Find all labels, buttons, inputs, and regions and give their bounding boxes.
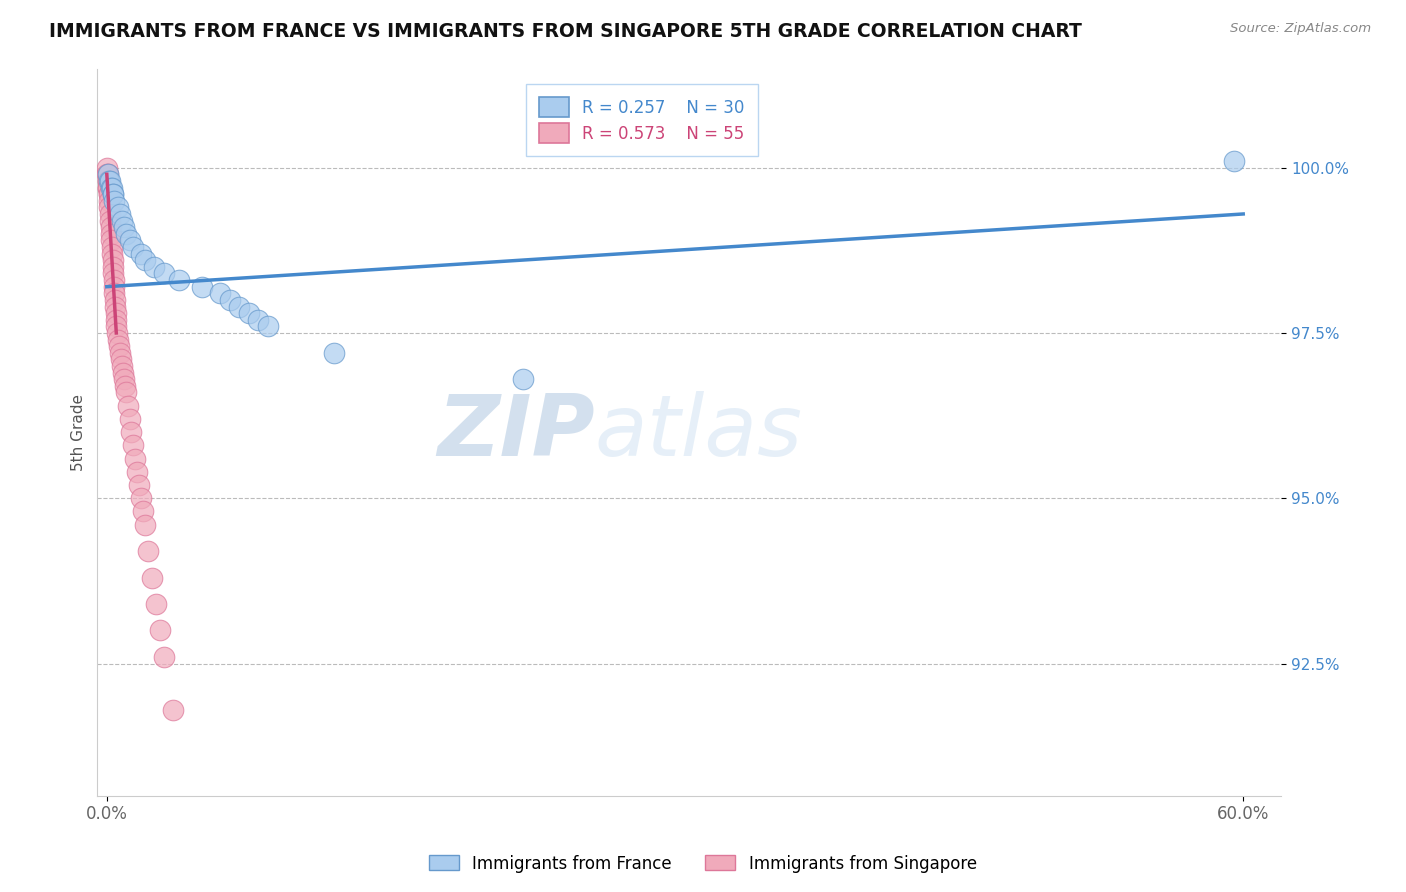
Point <box>127 465 149 479</box>
Point <box>97 167 120 181</box>
Point <box>143 260 166 274</box>
Point <box>256 319 278 334</box>
Point <box>100 220 122 235</box>
Point <box>219 293 242 307</box>
Point <box>129 491 152 506</box>
Point <box>111 359 134 373</box>
Point <box>122 240 145 254</box>
Point <box>104 293 127 307</box>
Point <box>98 207 121 221</box>
Point <box>97 174 120 188</box>
Point <box>103 187 125 202</box>
Y-axis label: 5th Grade: 5th Grade <box>72 393 86 471</box>
Point <box>114 379 136 393</box>
Point <box>107 200 129 214</box>
Point <box>141 571 163 585</box>
Point <box>124 451 146 466</box>
Point <box>114 227 136 241</box>
Point <box>129 246 152 260</box>
Point <box>107 333 129 347</box>
Point <box>97 187 120 202</box>
Point <box>98 200 121 214</box>
Point <box>167 273 190 287</box>
Point <box>104 306 127 320</box>
Legend: R = 0.257    N = 30, R = 0.573    N = 55: R = 0.257 N = 30, R = 0.573 N = 55 <box>526 84 758 156</box>
Point <box>108 207 131 221</box>
Text: Source: ZipAtlas.com: Source: ZipAtlas.com <box>1230 22 1371 36</box>
Point <box>149 624 172 638</box>
Point <box>96 161 118 175</box>
Point <box>110 352 132 367</box>
Point <box>101 246 124 260</box>
Point <box>111 213 134 227</box>
Point <box>122 438 145 452</box>
Point <box>97 174 120 188</box>
Point <box>134 517 156 532</box>
Point <box>120 425 142 439</box>
Point <box>96 167 118 181</box>
Point <box>238 306 260 320</box>
Point <box>145 597 167 611</box>
Point <box>100 180 122 194</box>
Point <box>128 478 150 492</box>
Point <box>97 180 120 194</box>
Text: atlas: atlas <box>595 391 803 474</box>
Point <box>104 312 127 326</box>
Point <box>98 174 121 188</box>
Point <box>105 319 128 334</box>
Point <box>134 253 156 268</box>
Point <box>97 180 120 194</box>
Point <box>97 174 120 188</box>
Point <box>101 260 124 274</box>
Point <box>152 267 174 281</box>
Point <box>1222 154 1244 169</box>
Point <box>512 372 534 386</box>
Point <box>108 339 131 353</box>
Point <box>100 234 122 248</box>
Point <box>112 372 135 386</box>
Point <box>111 366 134 380</box>
Point <box>101 253 124 268</box>
Point <box>209 286 232 301</box>
Point <box>105 326 128 340</box>
Point <box>247 312 270 326</box>
Point <box>103 286 125 301</box>
Text: IMMIGRANTS FROM FRANCE VS IMMIGRANTS FROM SINGAPORE 5TH GRADE CORRELATION CHART: IMMIGRANTS FROM FRANCE VS IMMIGRANTS FRO… <box>49 22 1083 41</box>
Point <box>190 279 212 293</box>
Point <box>100 180 122 194</box>
Point <box>117 399 139 413</box>
Point <box>98 213 121 227</box>
Text: ZIP: ZIP <box>437 391 595 474</box>
Point <box>112 220 135 235</box>
Point <box>100 227 122 241</box>
Point <box>97 187 120 202</box>
Point <box>228 300 250 314</box>
Point <box>103 279 125 293</box>
Point <box>152 649 174 664</box>
Point <box>138 544 160 558</box>
Point <box>100 240 122 254</box>
Point <box>114 385 136 400</box>
Point <box>98 194 121 208</box>
Point <box>97 167 120 181</box>
Point <box>118 412 141 426</box>
Point <box>103 267 125 281</box>
Point <box>132 504 155 518</box>
Point <box>118 234 141 248</box>
Point <box>104 300 127 314</box>
Point <box>108 346 131 360</box>
Point <box>162 703 184 717</box>
Point <box>103 194 125 208</box>
Point <box>103 273 125 287</box>
Point <box>323 346 346 360</box>
Legend: Immigrants from France, Immigrants from Singapore: Immigrants from France, Immigrants from … <box>422 848 984 880</box>
Point <box>101 187 124 202</box>
